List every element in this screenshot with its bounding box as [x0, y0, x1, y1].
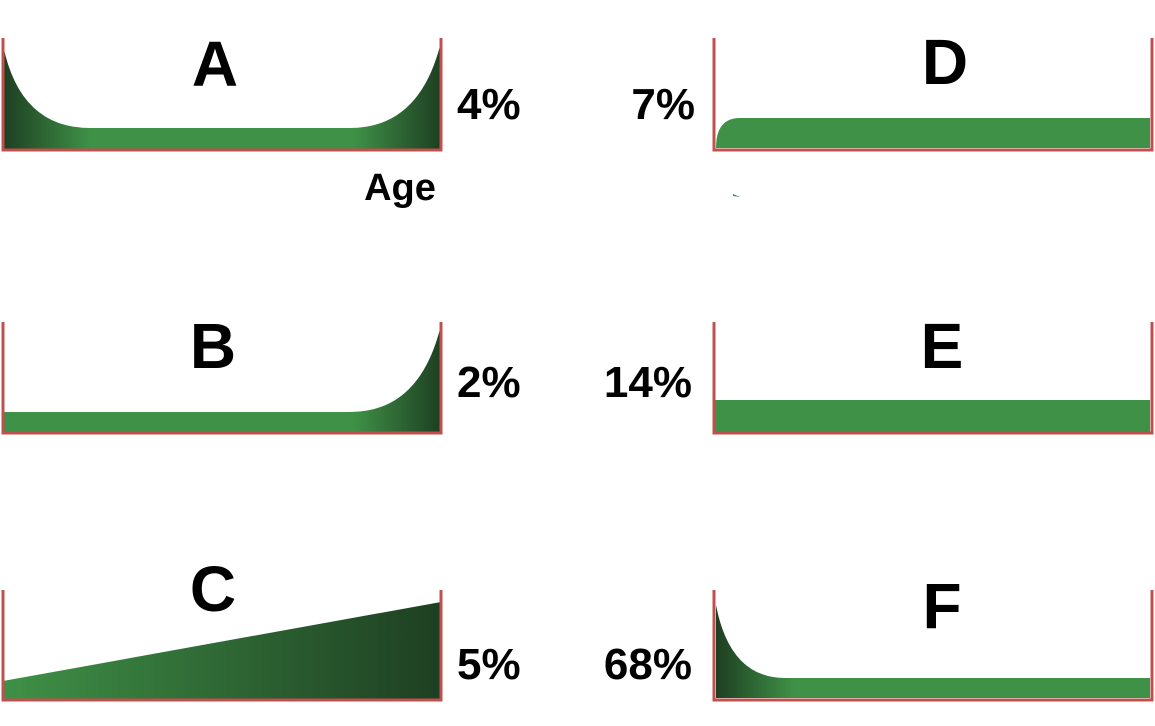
panel-c-axis	[1, 590, 443, 702]
panel-b-letter: B	[190, 310, 236, 382]
panel-c-letter: C	[190, 553, 236, 625]
panel-d: D 7%	[631, 26, 1154, 197]
panel-d-axis	[712, 38, 1154, 152]
panel-a-letter: A	[192, 28, 238, 100]
panel-a: A 4% Age	[1, 28, 521, 209]
panel-c: C 5%	[1, 553, 521, 702]
panel-d-small-mark	[733, 194, 740, 197]
panel-a-percent: 4%	[457, 80, 521, 129]
panel-b: B 2%	[1, 310, 521, 435]
panel-a-curve	[3, 42, 441, 150]
panel-f-percent: 68%	[604, 640, 692, 689]
panel-f-axis	[712, 590, 1154, 702]
age-axis-caption: Age	[364, 167, 436, 209]
panel-f-letter: F	[922, 570, 961, 642]
panel-d-curve	[716, 118, 1150, 148]
panel-f: F 68%	[604, 570, 1154, 702]
panel-b-axis	[1, 322, 443, 435]
panel-c-percent: 5%	[457, 640, 521, 689]
panel-e: E 14%	[604, 310, 1154, 435]
panel-e-axis	[712, 322, 1154, 435]
panel-a-axis	[1, 38, 443, 152]
panel-e-letter: E	[921, 310, 964, 382]
panel-d-letter: D	[922, 26, 968, 98]
panel-b-percent: 2%	[457, 358, 521, 407]
panel-c-curve	[3, 602, 441, 700]
panel-f-curve	[716, 605, 1150, 698]
panel-e-percent: 14%	[604, 358, 692, 407]
panel-b-curve	[3, 325, 441, 433]
panel-d-percent: 7%	[631, 80, 695, 129]
panel-e-curve	[715, 400, 1150, 432]
